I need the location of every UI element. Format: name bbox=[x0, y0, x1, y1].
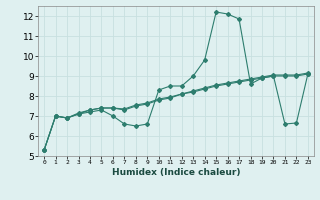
X-axis label: Humidex (Indice chaleur): Humidex (Indice chaleur) bbox=[112, 168, 240, 177]
